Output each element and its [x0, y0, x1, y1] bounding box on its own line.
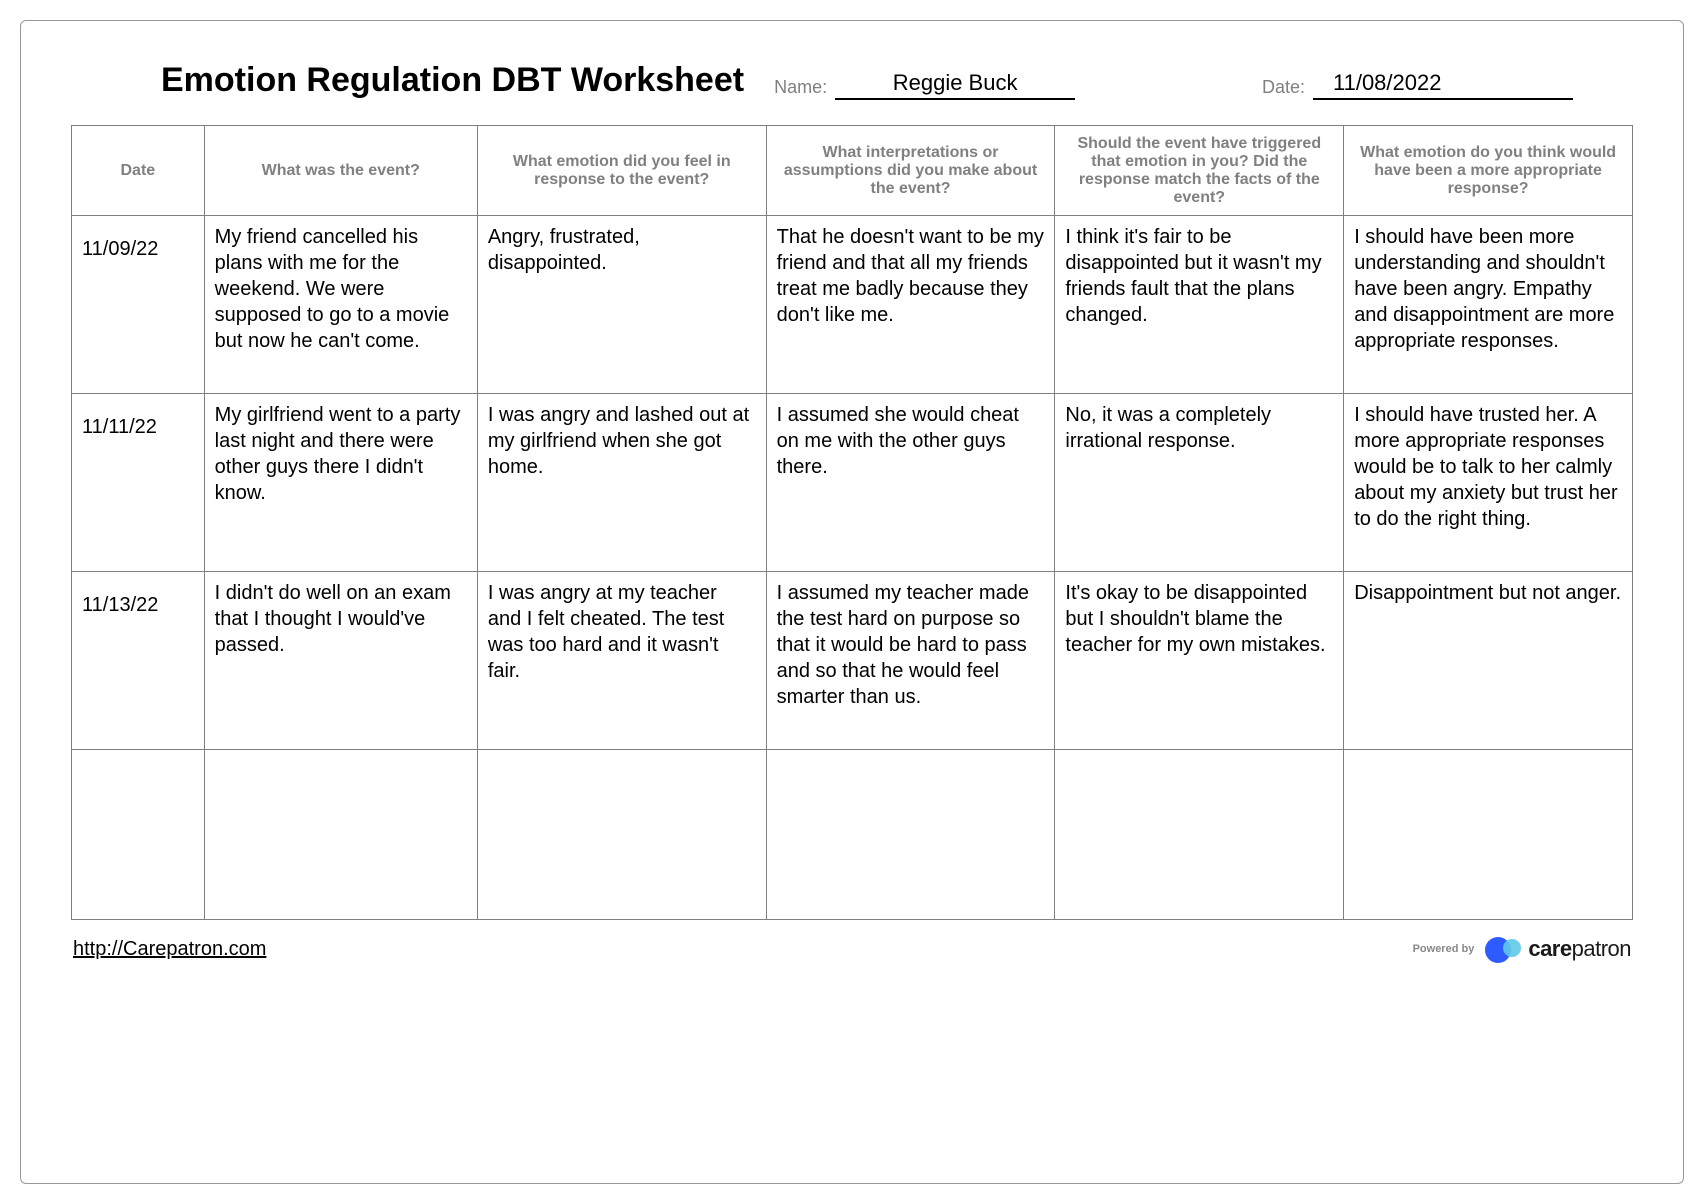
cell-event[interactable]: My girlfriend went to a party last night… — [204, 394, 477, 572]
footer: http://Carepatron.com Powered by carepat… — [71, 934, 1633, 964]
worksheet-title: Emotion Regulation DBT Worksheet — [161, 61, 744, 100]
col-event: What was the event? — [204, 126, 477, 216]
cell-appropriate[interactable] — [1344, 750, 1633, 920]
cell-appropriate[interactable]: I should have trusted her. A more approp… — [1344, 394, 1633, 572]
powered-by: Powered by carepatron — [1413, 934, 1631, 964]
cell-emotion[interactable] — [477, 750, 766, 920]
table-row: 11/13/22 I didn't do well on an exam tha… — [72, 572, 1633, 750]
cell-date[interactable]: 11/11/22 — [72, 394, 205, 572]
cell-interpretation[interactable]: That he doesn't want to be my friend and… — [766, 216, 1055, 394]
cell-event[interactable]: My friend cancelled his plans with me fo… — [204, 216, 477, 394]
cell-should[interactable]: It's okay to be disappointed but I shoul… — [1055, 572, 1344, 750]
col-date: Date — [72, 126, 205, 216]
cell-interpretation[interactable] — [766, 750, 1055, 920]
table-row: 11/09/22 My friend cancelled his plans w… — [72, 216, 1633, 394]
col-emotion: What emotion did you feel in response to… — [477, 126, 766, 216]
name-label: Name: — [774, 77, 827, 100]
cell-should[interactable]: No, it was a completely irrational respo… — [1055, 394, 1344, 572]
col-appropriate: What emotion do you think would have bee… — [1344, 126, 1633, 216]
cell-date[interactable]: 11/13/22 — [72, 572, 205, 750]
cell-emotion[interactable]: I was angry at my teacher and I felt che… — [477, 572, 766, 750]
cell-interpretation[interactable]: I assumed she would cheat on me with the… — [766, 394, 1055, 572]
cell-date[interactable] — [72, 750, 205, 920]
table-row: 11/11/22 My girlfriend went to a party l… — [72, 394, 1633, 572]
date-field: Date: 11/08/2022 — [1262, 70, 1573, 100]
cell-event[interactable] — [204, 750, 477, 920]
cell-appropriate[interactable]: I should have been more understanding an… — [1344, 216, 1633, 394]
cell-interpretation[interactable]: I assumed my teacher made the test hard … — [766, 572, 1055, 750]
name-field: Name: Reggie Buck — [774, 70, 1075, 100]
footer-link[interactable]: http://Carepatron.com — [73, 938, 266, 961]
cell-date[interactable]: 11/09/22 — [72, 216, 205, 394]
logo-icon — [1484, 934, 1522, 964]
carepatron-logo: carepatron — [1484, 934, 1631, 964]
worksheet-table: Date What was the event? What emotion di… — [71, 125, 1633, 920]
worksheet-page: Emotion Regulation DBT Worksheet Name: R… — [20, 20, 1684, 1184]
cell-should[interactable] — [1055, 750, 1344, 920]
cell-emotion[interactable]: Angry, frustrated, disappointed. — [477, 216, 766, 394]
col-interpretation: What interpretations or assumptions did … — [766, 126, 1055, 216]
cell-event[interactable]: I didn't do well on an exam that I thoug… — [204, 572, 477, 750]
name-value[interactable]: Reggie Buck — [835, 70, 1075, 100]
col-should: Should the event have triggered that emo… — [1055, 126, 1344, 216]
table-row — [72, 750, 1633, 920]
table-header-row: Date What was the event? What emotion di… — [72, 126, 1633, 216]
cell-emotion[interactable]: I was angry and lashed out at my girlfri… — [477, 394, 766, 572]
logo-text: carepatron — [1528, 936, 1631, 962]
header-row: Emotion Regulation DBT Worksheet Name: R… — [71, 61, 1633, 100]
date-label: Date: — [1262, 77, 1305, 100]
cell-should[interactable]: I think it's fair to be disappointed but… — [1055, 216, 1344, 394]
powered-label: Powered by — [1413, 943, 1475, 955]
cell-appropriate[interactable]: Disappointment but not anger. — [1344, 572, 1633, 750]
date-value[interactable]: 11/08/2022 — [1313, 70, 1573, 100]
